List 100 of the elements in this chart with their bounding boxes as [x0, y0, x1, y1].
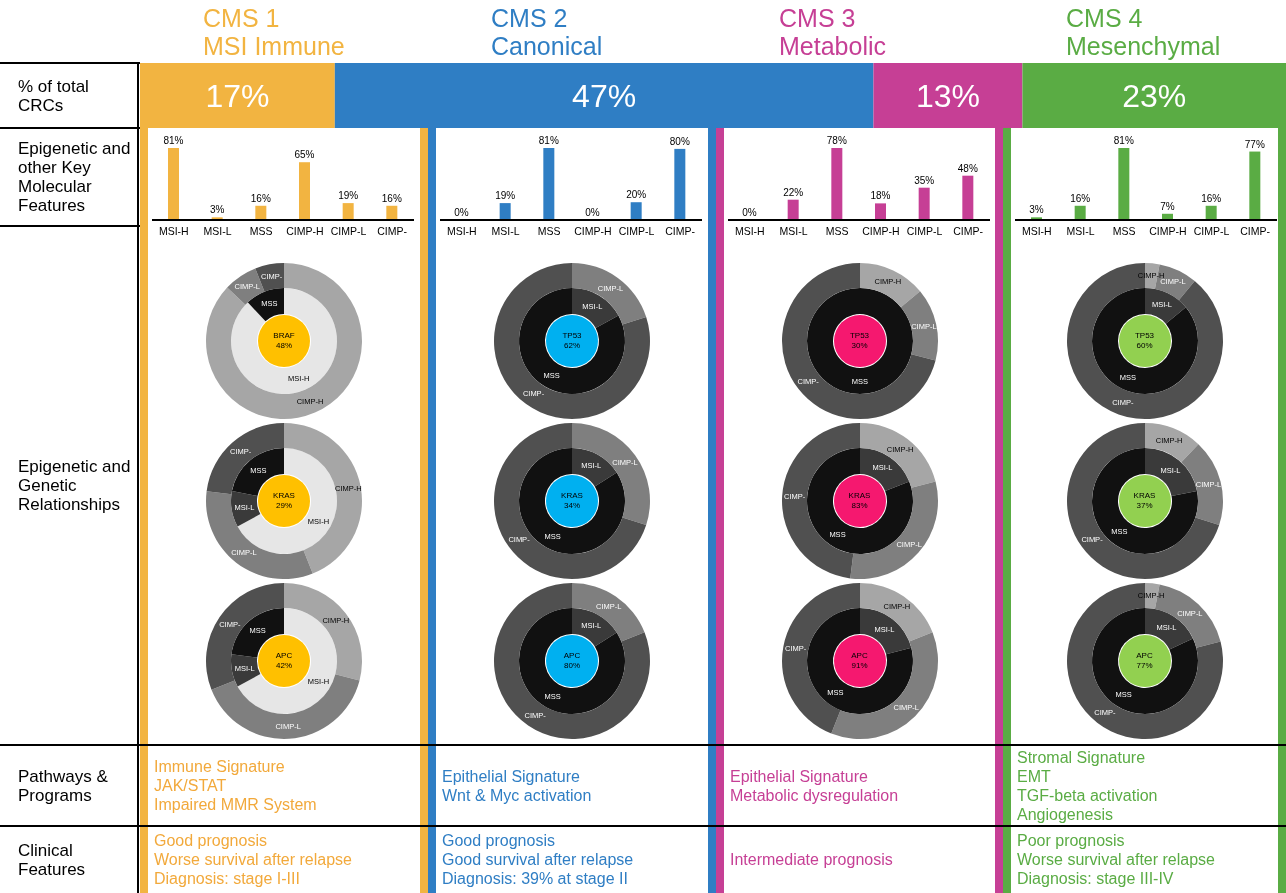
bar [674, 148, 686, 220]
text: JAK/STAT [154, 776, 228, 795]
donut-slice [211, 674, 360, 739]
bar [918, 187, 930, 220]
bar [255, 205, 267, 220]
donut-slice [206, 423, 284, 495]
bar [1249, 151, 1261, 220]
donut-slice [1144, 288, 1186, 324]
donut-slice [900, 291, 938, 361]
text: Diagnosis: 39% at stage II [442, 869, 629, 888]
donut-slice [247, 288, 284, 322]
text: Impaired MMR System [154, 795, 318, 814]
x-tick-label: MSS [825, 225, 849, 238]
x-tick-label: CIMP- [665, 225, 696, 238]
donut-slice [859, 423, 936, 488]
donut-slice [1180, 444, 1223, 526]
series-label: CMS 3 Metabolic [779, 4, 886, 60]
donut-slice [859, 583, 933, 642]
data-label: 23% [1122, 77, 1187, 114]
x-tick-label: CIMP-H [1149, 225, 1187, 238]
data-label: 0% [585, 207, 600, 218]
text: Epithelial Signature [730, 766, 869, 786]
text: Diagnosis: stage I-III [154, 869, 301, 888]
donut-slice [1144, 423, 1198, 463]
data-label: 81% [163, 135, 184, 146]
text: % of total CRCs [17, 76, 90, 115]
bar [1205, 205, 1217, 220]
text: Good survival after relapse [442, 850, 635, 869]
text: Good prognosis [154, 831, 268, 850]
data-label: 7% [1160, 200, 1175, 212]
text: Angiogenesis [1017, 804, 1115, 824]
x-tick-label: CIMP- [377, 225, 408, 238]
data-label: 48% [957, 162, 978, 174]
donut-slice [1091, 288, 1198, 394]
bar [499, 203, 511, 220]
series-label: CMS 4 Mesenchymal [1066, 4, 1221, 60]
data-label: 19% [338, 190, 359, 202]
x-tick-label: MSI-L [1066, 225, 1095, 238]
x-tick-label: CIMP-L [330, 225, 367, 238]
bar [630, 202, 642, 220]
donut-slice [494, 423, 647, 579]
data-label: 0% [742, 207, 757, 218]
donut-slice [494, 583, 650, 739]
text: Epithelial Signature [442, 766, 581, 786]
series-label: CMS 2 Canonical [491, 4, 603, 60]
bar [1118, 148, 1130, 220]
donut-slice [231, 288, 337, 394]
data-label: 35% [914, 174, 935, 186]
donut-slice [1066, 583, 1223, 739]
x-tick-label: MSI-H [734, 225, 765, 238]
x-tick-label: CIMP- [1240, 225, 1271, 238]
donut-slice [830, 632, 938, 739]
donut-slice [519, 288, 625, 394]
text: Wnt & Myc activation [442, 785, 593, 805]
data-label: 65% [294, 149, 315, 161]
text: Worse survival after relapse [1017, 850, 1216, 869]
bar [386, 205, 398, 220]
data-label: 16% [1070, 192, 1091, 204]
x-tick-label: MSS [249, 225, 273, 238]
donut-slice [519, 608, 625, 714]
bar [1074, 205, 1086, 220]
data-label: 81% [538, 135, 559, 146]
text: EMT [1017, 766, 1052, 786]
donut-slice [1066, 423, 1219, 579]
data-label: 77% [1244, 138, 1265, 150]
x-tick-label: MSS [1112, 225, 1136, 238]
donut-slice [859, 608, 911, 655]
text: Stromal Signature [1017, 747, 1147, 767]
data-label: 0% [454, 207, 469, 218]
bar [831, 148, 843, 220]
data-label: 18% [870, 190, 891, 202]
data-label: 78% [826, 135, 847, 146]
donut-slice [859, 263, 920, 308]
donut-slice [231, 491, 261, 527]
donut-slice [494, 263, 650, 419]
donut-slice [572, 608, 617, 647]
text: TGF-beta activation [1017, 785, 1159, 805]
data-label: 19% [495, 190, 516, 202]
text: Clinical Features [17, 840, 87, 879]
x-tick-label: CIMP-H [574, 225, 612, 238]
donut-slice [849, 481, 938, 579]
bar [787, 199, 799, 220]
x-tick-label: MSI-L [779, 225, 808, 238]
bar [962, 175, 974, 220]
donut-slice [572, 583, 645, 642]
text: Epigenetic and other Key Molecular Features [17, 139, 132, 215]
donut-slice [206, 263, 362, 419]
text: Pathways & Programs [17, 766, 109, 805]
bar [342, 203, 354, 220]
text: Worse survival after relapse [154, 850, 353, 869]
x-tick-label: MSS [537, 225, 561, 238]
text: Immune Signature [154, 757, 286, 776]
text: Poor prognosis [1017, 831, 1126, 850]
data-label: 16% [250, 192, 271, 204]
donut-slice [231, 654, 261, 687]
x-tick-label: CIMP-L [1193, 225, 1230, 238]
text: Good prognosis [442, 831, 556, 850]
text: Epigenetic and Genetic Relationships [17, 457, 132, 514]
donut-slice [572, 263, 647, 325]
bar [543, 148, 555, 220]
